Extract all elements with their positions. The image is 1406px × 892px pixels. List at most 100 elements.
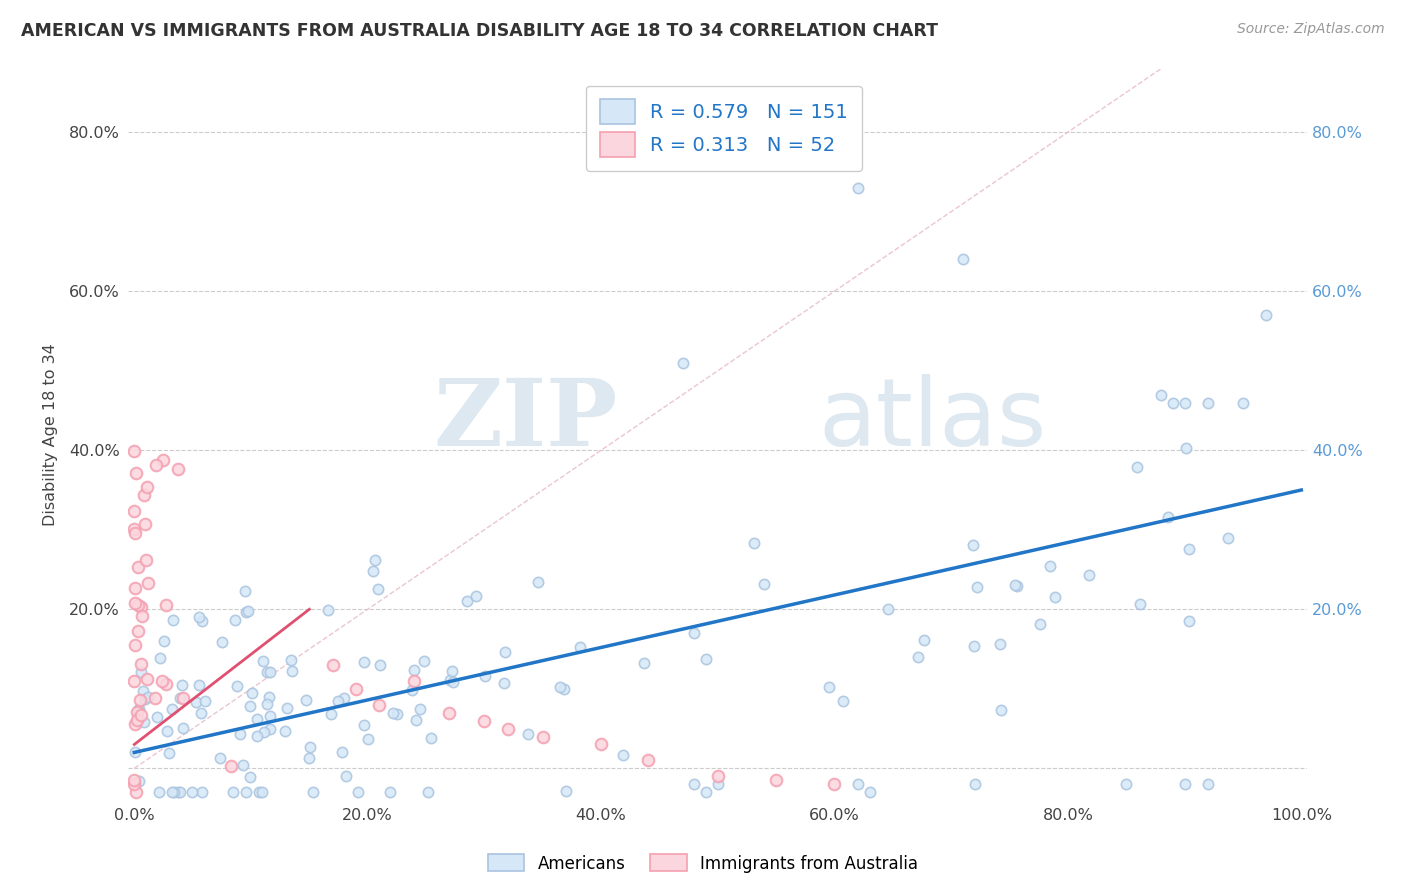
Point — [637, 753, 659, 767]
Point — [181, 785, 204, 799]
Point — [162, 702, 184, 716]
Point — [1177, 542, 1199, 557]
Point — [246, 712, 269, 726]
Point — [273, 723, 295, 738]
Point — [990, 702, 1012, 716]
Point — [128, 702, 150, 716]
Point — [124, 504, 146, 518]
Point — [858, 785, 880, 799]
Point — [1129, 597, 1152, 611]
Point — [125, 466, 148, 480]
Point — [127, 560, 149, 574]
Point — [494, 645, 516, 659]
Point — [963, 777, 986, 791]
Point — [224, 613, 246, 627]
Point — [235, 605, 257, 619]
Point — [988, 637, 1011, 651]
Point — [456, 594, 478, 608]
Point — [846, 777, 869, 791]
Point — [129, 599, 152, 614]
Point — [145, 458, 167, 472]
Point — [127, 703, 149, 717]
Point — [124, 716, 146, 731]
Point — [612, 747, 634, 762]
Point — [127, 713, 149, 727]
Text: ZIP: ZIP — [433, 375, 617, 465]
Point — [876, 601, 898, 615]
Point — [157, 746, 180, 760]
Point — [247, 785, 270, 799]
Point — [353, 656, 375, 670]
Point — [221, 759, 243, 773]
Point — [301, 785, 323, 799]
Point — [1174, 441, 1197, 455]
Legend: R = 0.579   N = 151, R = 0.313   N = 52: R = 0.579 N = 151, R = 0.313 N = 52 — [586, 86, 862, 170]
Point — [846, 181, 869, 195]
Point — [155, 677, 177, 691]
Point — [194, 694, 217, 708]
Y-axis label: Disability Age 18 to 34: Disability Age 18 to 34 — [44, 343, 58, 525]
Point — [347, 785, 370, 799]
Point — [131, 683, 153, 698]
Point — [135, 553, 157, 567]
Point — [166, 462, 188, 476]
Point — [1004, 578, 1026, 592]
Point — [591, 738, 613, 752]
Point — [124, 443, 146, 458]
Point — [516, 727, 538, 741]
Point — [1043, 590, 1066, 604]
Point — [148, 785, 170, 799]
Point — [326, 694, 349, 708]
Point — [124, 581, 146, 595]
Point — [1197, 777, 1219, 791]
Point — [695, 785, 717, 799]
Point — [419, 731, 441, 745]
Point — [357, 732, 380, 747]
Point — [439, 706, 461, 720]
Point — [364, 553, 387, 567]
Point — [418, 785, 440, 799]
Point — [401, 682, 423, 697]
Text: atlas: atlas — [818, 374, 1046, 466]
Point — [152, 453, 174, 467]
Point — [259, 708, 281, 723]
Point — [187, 678, 209, 692]
Point — [132, 715, 155, 730]
Point — [124, 596, 146, 610]
Point — [335, 769, 357, 783]
Point — [319, 706, 342, 721]
Point — [172, 691, 194, 706]
Point — [555, 783, 578, 797]
Point — [155, 599, 177, 613]
Point — [172, 721, 194, 735]
Point — [146, 710, 169, 724]
Point — [160, 785, 183, 799]
Point — [333, 691, 356, 706]
Point — [1216, 532, 1239, 546]
Point — [167, 785, 190, 799]
Point — [125, 706, 148, 720]
Point — [531, 730, 554, 744]
Point — [124, 777, 146, 791]
Point — [128, 693, 150, 707]
Point — [299, 740, 322, 755]
Point — [439, 673, 461, 687]
Point — [405, 713, 427, 727]
Point — [134, 692, 156, 706]
Point — [129, 657, 152, 671]
Point — [464, 589, 486, 603]
Point — [229, 727, 252, 741]
Point — [235, 785, 257, 799]
Point — [124, 773, 146, 788]
Point — [765, 773, 787, 788]
Point — [1029, 616, 1052, 631]
Point — [683, 625, 706, 640]
Point — [368, 698, 391, 712]
Point — [1161, 395, 1184, 409]
Point — [209, 751, 232, 765]
Point — [330, 745, 353, 759]
Point — [191, 614, 214, 628]
Point — [367, 582, 389, 596]
Point — [707, 769, 730, 783]
Point — [252, 654, 274, 668]
